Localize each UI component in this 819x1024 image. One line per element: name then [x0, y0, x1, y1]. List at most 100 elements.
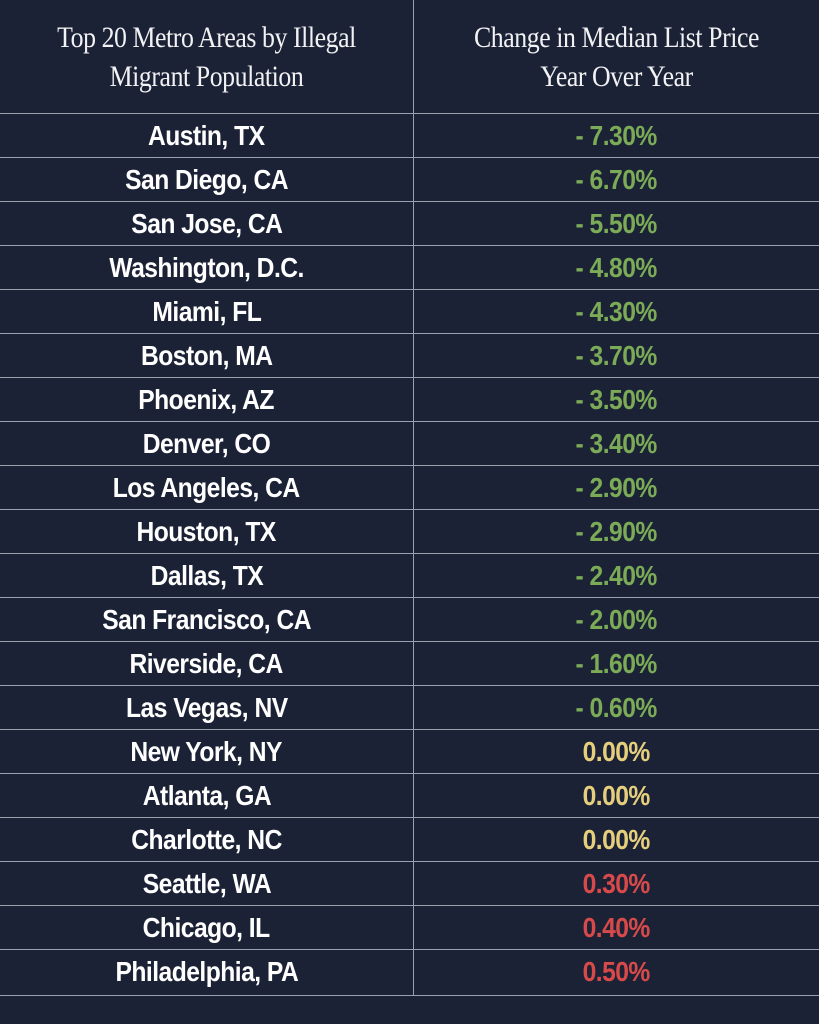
table-row: Atlanta, GA 0.00% — [0, 774, 819, 818]
change-value: - 2.90% — [575, 515, 658, 547]
table-row: Dallas, TX - 2.40% — [0, 554, 819, 598]
column-header-metro-line-1: Top 20 Metro Areas by Illegal — [57, 20, 356, 54]
change-value: - 5.50% — [575, 207, 658, 239]
metro-name: Boston, MA — [140, 339, 273, 371]
metro-name: Houston, TX — [136, 515, 277, 547]
change-cell: - 4.30% — [414, 290, 819, 333]
table-row: New York, NY 0.00% — [0, 730, 819, 774]
metro-cell: Charlotte, NC — [0, 818, 413, 861]
metro-cell: Las Vegas, NV — [0, 686, 413, 729]
metro-name: Chicago, IL — [143, 911, 271, 943]
metro-name: Austin, TX — [148, 119, 265, 151]
metro-name: Denver, CO — [142, 427, 271, 459]
change-cell: - 2.40% — [414, 554, 819, 597]
column-header-change-line-1: Change in Median List Price — [473, 20, 760, 54]
change-cell: - 2.00% — [414, 598, 819, 641]
metro-name: Phoenix, AZ — [138, 383, 275, 415]
change-value: - 4.80% — [575, 251, 658, 283]
metro-cell: Austin, TX — [0, 114, 413, 157]
change-value: - 3.40% — [575, 427, 658, 459]
change-value: - 2.90% — [575, 471, 658, 503]
metro-cell: Dallas, TX — [0, 554, 413, 597]
change-cell: - 3.40% — [414, 422, 819, 465]
metro-cell: San Diego, CA — [0, 158, 413, 201]
change-value: 0.40% — [582, 911, 651, 943]
table-row: Seattle, WA 0.30% — [0, 862, 819, 906]
change-cell: 0.40% — [414, 906, 819, 949]
column-divider — [413, 0, 414, 995]
metro-name: Charlotte, NC — [131, 823, 282, 855]
change-value: - 7.30% — [575, 119, 658, 151]
change-cell: - 0.60% — [414, 686, 819, 729]
metro-cell: New York, NY — [0, 730, 413, 773]
change-value: - 4.30% — [575, 295, 658, 327]
table-row: Boston, MA - 3.70% — [0, 334, 819, 378]
metro-cell: Denver, CO — [0, 422, 413, 465]
change-value: - 2.00% — [575, 603, 658, 635]
metro-cell: San Jose, CA — [0, 202, 413, 245]
table-row: Charlotte, NC 0.00% — [0, 818, 819, 862]
change-cell: 0.50% — [414, 950, 819, 993]
change-value: - 3.50% — [575, 383, 658, 415]
metro-name: Seattle, WA — [142, 867, 271, 899]
metro-name: Las Vegas, NV — [125, 691, 288, 723]
table-body: Austin, TX - 7.30% San Diego, CA - 6.70% San… — [0, 114, 819, 996]
change-cell: - 4.80% — [414, 246, 819, 289]
metro-cell: Boston, MA — [0, 334, 413, 377]
metro-name: San Jose, CA — [130, 207, 283, 239]
metro-cell: Seattle, WA — [0, 862, 413, 905]
metro-cell: Washington, D.C. — [0, 246, 413, 289]
change-cell: - 5.50% — [414, 202, 819, 245]
table-row: Philadelphia, PA 0.50% — [0, 950, 819, 996]
change-value: 0.30% — [582, 867, 651, 899]
table-row: Houston, TX - 2.90% — [0, 510, 819, 554]
table-row: Miami, FL - 4.30% — [0, 290, 819, 334]
change-cell: - 2.90% — [414, 466, 819, 509]
table-header: Top 20 Metro Areas by Illegal Migrant Po… — [0, 0, 819, 114]
table-row: Austin, TX - 7.30% — [0, 114, 819, 158]
metro-name: Atlanta, GA — [142, 779, 271, 811]
metro-cell: Philadelphia, PA — [0, 950, 413, 993]
change-value: - 0.60% — [575, 691, 658, 723]
column-header-change-line-2: Year Over Year — [540, 59, 693, 93]
change-value: 0.00% — [582, 735, 651, 767]
metro-name: San Francisco, CA — [102, 603, 311, 635]
metro-cell: Chicago, IL — [0, 906, 413, 949]
metro-cell: Houston, TX — [0, 510, 413, 553]
change-cell: - 7.30% — [414, 114, 819, 157]
metro-name: Riverside, CA — [129, 647, 284, 679]
change-cell: - 3.70% — [414, 334, 819, 377]
table-row: Phoenix, AZ - 3.50% — [0, 378, 819, 422]
table-row: Las Vegas, NV - 0.60% — [0, 686, 819, 730]
metro-cell: Los Angeles, CA — [0, 466, 413, 509]
change-value: - 6.70% — [575, 163, 658, 195]
table-row: San Francisco, CA - 2.00% — [0, 598, 819, 642]
change-cell: - 1.60% — [414, 642, 819, 685]
metro-name: New York, NY — [130, 735, 283, 767]
change-cell: 0.30% — [414, 862, 819, 905]
metro-price-change-table: Top 20 Metro Areas by Illegal Migrant Po… — [0, 0, 819, 996]
table-row: San Jose, CA - 5.50% — [0, 202, 819, 246]
change-value: - 1.60% — [575, 647, 658, 679]
metro-cell: Riverside, CA — [0, 642, 413, 685]
metro-cell: Atlanta, GA — [0, 774, 413, 817]
change-value: - 3.70% — [575, 339, 658, 371]
table-row: Chicago, IL 0.40% — [0, 906, 819, 950]
table-row: San Diego, CA - 6.70% — [0, 158, 819, 202]
column-header-metro: Top 20 Metro Areas by Illegal Migrant Po… — [29, 0, 384, 113]
change-cell: 0.00% — [414, 818, 819, 861]
metro-name: Washington, D.C. — [109, 251, 304, 283]
metro-cell: San Francisco, CA — [0, 598, 413, 641]
change-cell: - 2.90% — [414, 510, 819, 553]
metro-name: Los Angeles, CA — [113, 471, 300, 503]
metro-cell: Phoenix, AZ — [0, 378, 413, 421]
metro-cell: Miami, FL — [0, 290, 413, 333]
table-row: Riverside, CA - 1.60% — [0, 642, 819, 686]
metro-name: Miami, FL — [152, 295, 261, 327]
column-header-change: Change in Median List Price Year Over Ye… — [442, 0, 790, 113]
column-header-metro-line-2: Migrant Population — [109, 59, 304, 93]
change-cell: 0.00% — [414, 774, 819, 817]
metro-name: Philadelphia, PA — [115, 955, 298, 987]
change-value: 0.00% — [582, 823, 651, 855]
change-value: 0.50% — [582, 955, 651, 987]
